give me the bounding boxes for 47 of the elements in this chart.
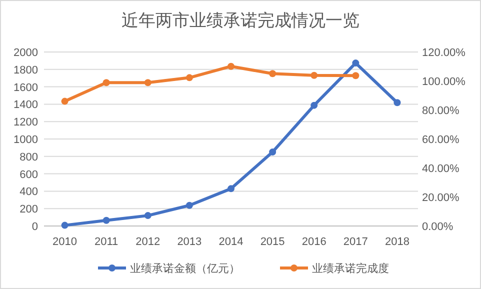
point — [394, 99, 401, 106]
y2-tick-label: 80.00% — [422, 105, 460, 117]
point — [186, 74, 193, 82]
y-tick-label: 800 — [20, 151, 38, 164]
x-tick-label: 2018 — [384, 236, 410, 248]
y-tick-label: 200 — [20, 204, 38, 216]
point — [352, 72, 360, 80]
point — [102, 216, 110, 224]
point — [228, 62, 234, 70]
x-tick-label: 2012 — [136, 236, 160, 248]
point — [102, 79, 110, 86]
point — [144, 212, 152, 220]
x-tick-label: 2017 — [343, 236, 368, 248]
x-tick-label: 2014 — [218, 236, 244, 248]
y-tick-label: 1200 — [14, 116, 38, 129]
y2-tick-label: 0.00% — [422, 221, 454, 233]
y-tick-label: 400 — [20, 186, 38, 198]
legend-label: 业绩承诺金额（亿元） — [130, 262, 240, 275]
point — [269, 148, 276, 156]
x-tick-label: 2015 — [260, 236, 285, 248]
y-tick-label: 0 — [32, 221, 38, 233]
y-tick-label: 1600 — [14, 82, 38, 94]
x-tick-label: 2016 — [302, 236, 326, 248]
y2-tick-label: 60.00% — [422, 134, 460, 146]
point — [352, 60, 360, 67]
x-tick-label: 2013 — [177, 236, 202, 248]
y2-tick-label: 100.00% — [422, 76, 466, 88]
y-tick-label: 2000 — [14, 47, 38, 59]
y2-tick-label: 40.00% — [422, 163, 460, 175]
point — [228, 185, 234, 192]
point — [61, 222, 68, 229]
point — [61, 98, 68, 105]
y-tick-label: 1000 — [14, 134, 38, 146]
point — [269, 70, 276, 78]
legend-label: 业绩承诺完成度 — [312, 262, 389, 275]
y2-tick-label: 20.00% — [422, 192, 460, 204]
point — [310, 102, 318, 109]
chart-title: 近年两市业绩承诺完成情况一览 — [122, 11, 360, 30]
y2-tick-label: 120.00% — [422, 47, 466, 59]
x-tick-label: 2010 — [52, 236, 78, 248]
point — [310, 72, 318, 79]
y-tick-label: 1400 — [14, 99, 38, 112]
y-tick-label: 600 — [20, 168, 38, 181]
x-tick-label: 2011 — [94, 236, 118, 248]
point — [186, 202, 193, 209]
point — [144, 79, 152, 86]
y-tick-label: 1800 — [14, 64, 38, 76]
